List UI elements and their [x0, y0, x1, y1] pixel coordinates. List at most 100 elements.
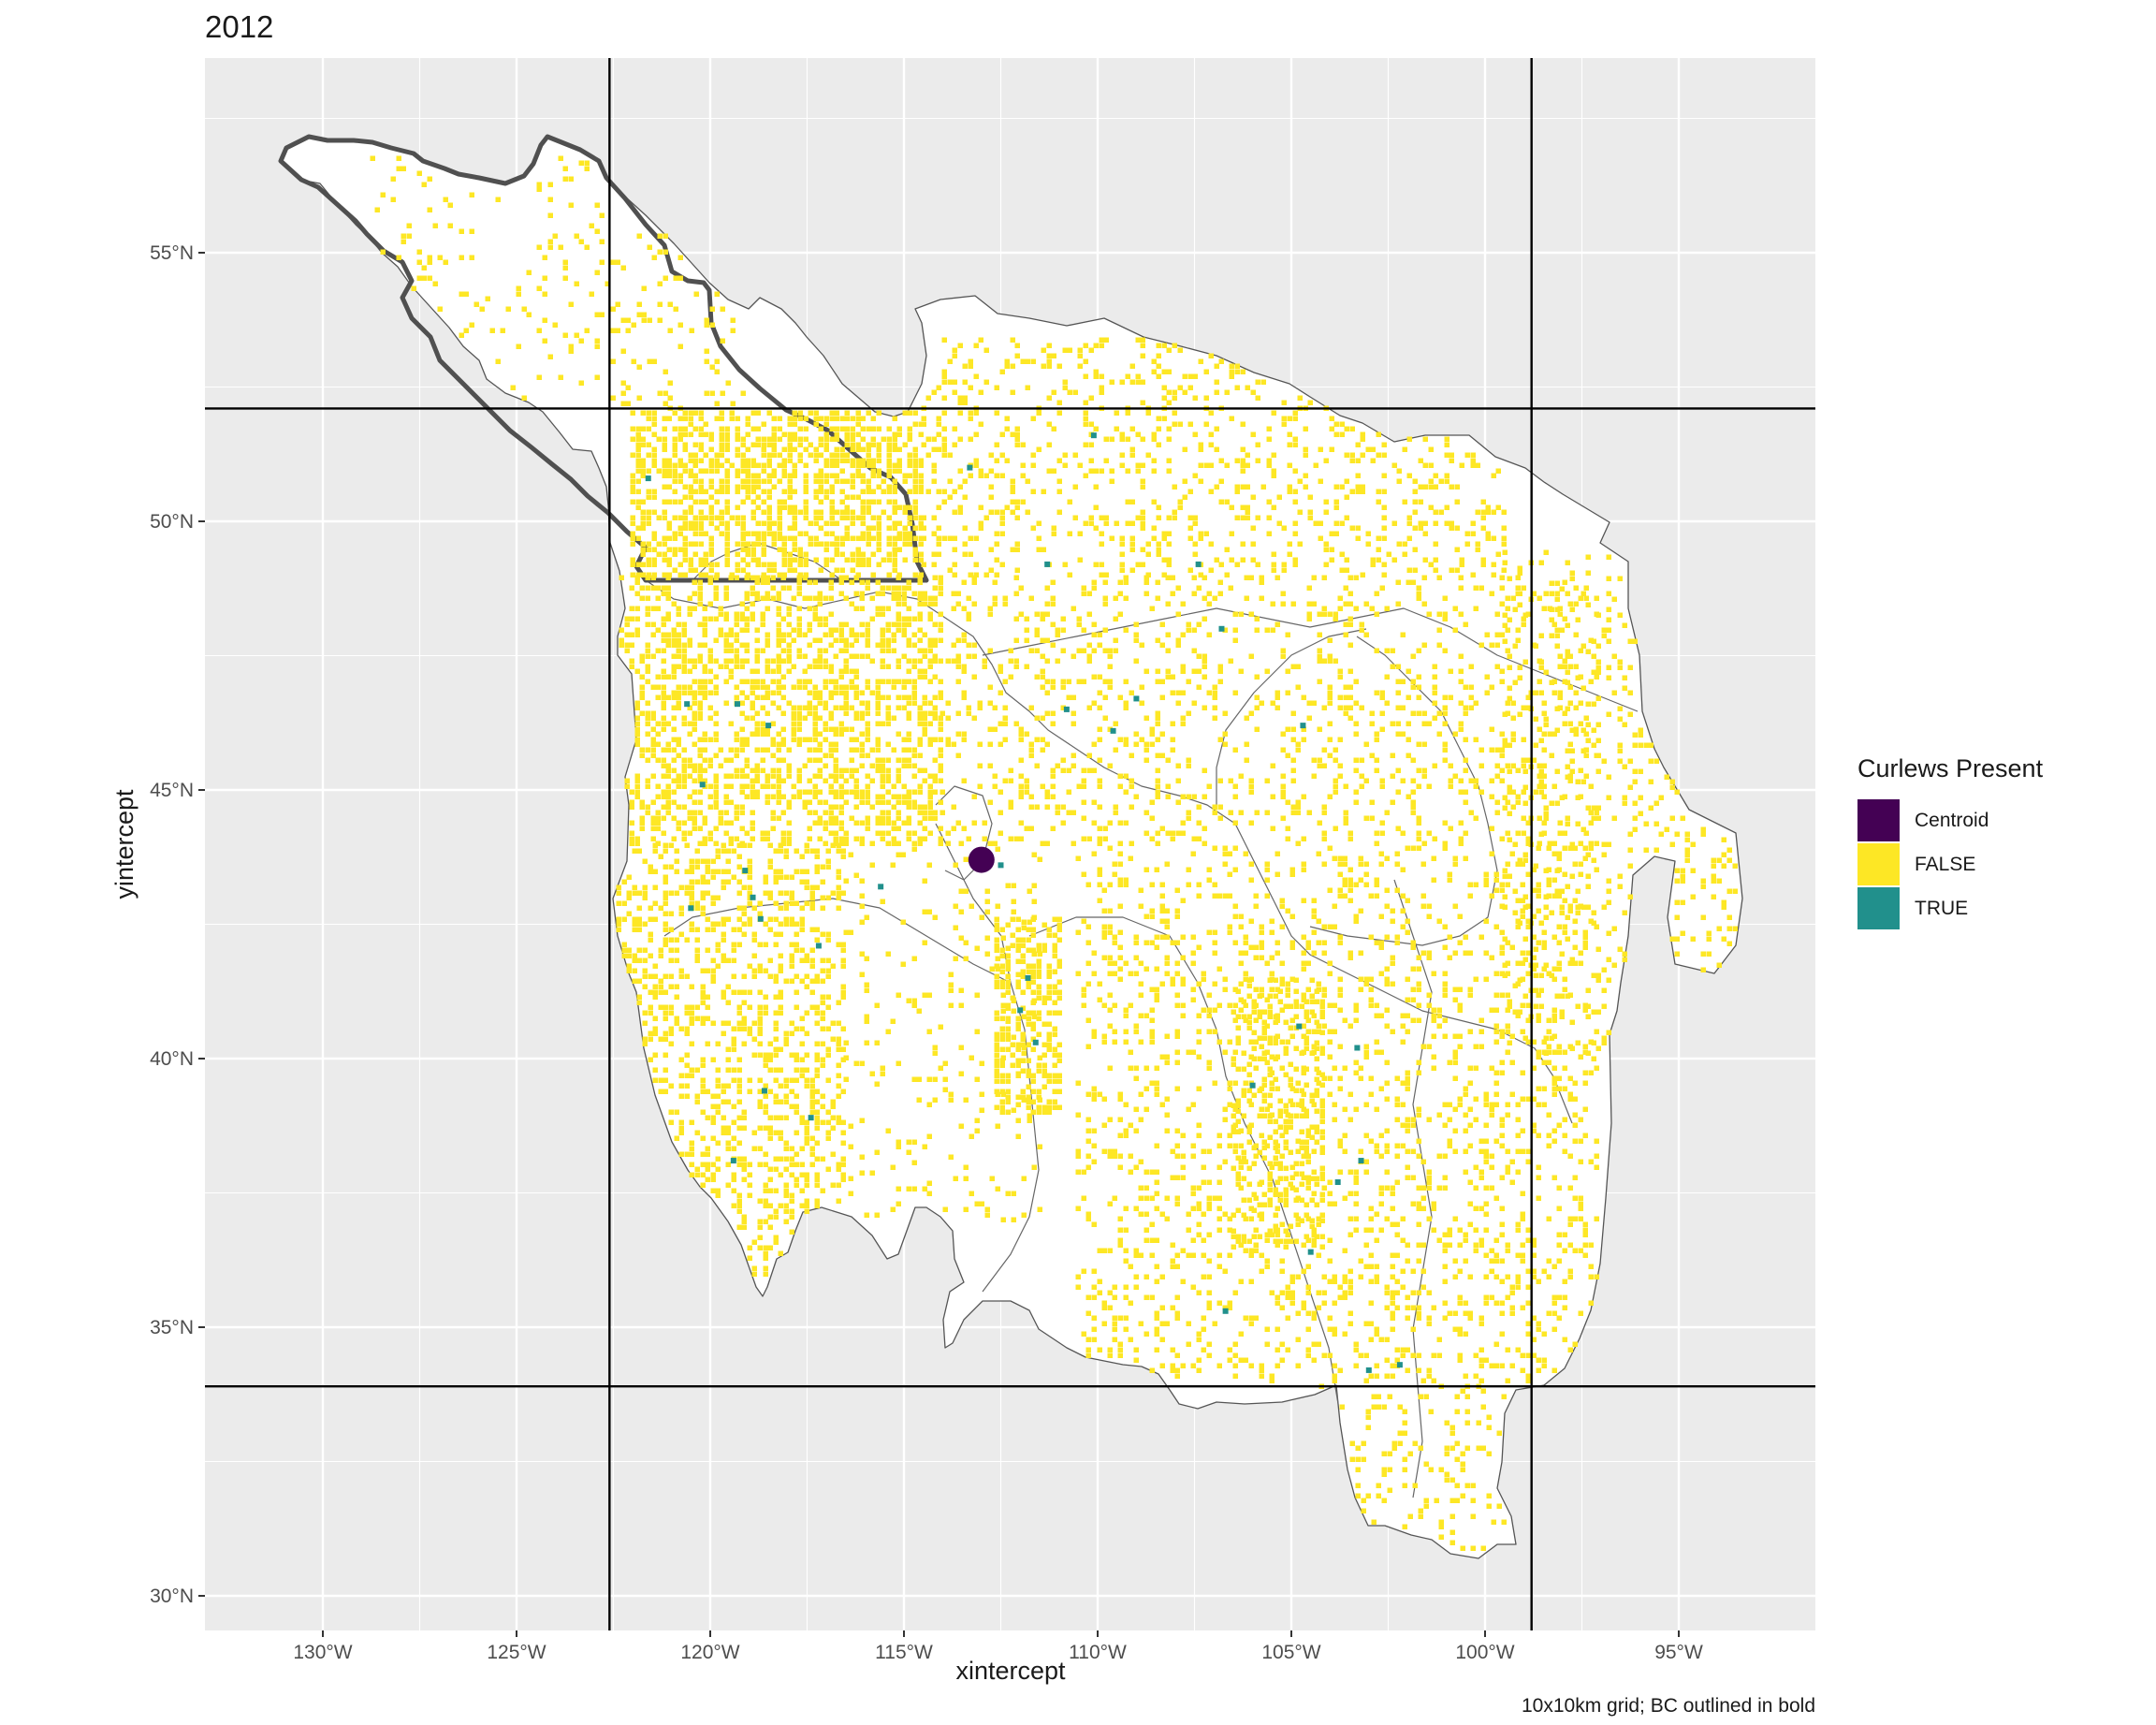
false-cell [646, 468, 651, 474]
false-cell [911, 773, 917, 779]
false-cell [932, 653, 938, 659]
false-cell [789, 890, 794, 896]
false-cell [828, 753, 834, 758]
false-cell [792, 489, 797, 494]
false-cell [1515, 575, 1521, 580]
false-cell [1250, 431, 1256, 437]
false-cell [1271, 551, 1276, 557]
false-cell [744, 794, 750, 799]
false-cell [1495, 551, 1501, 557]
false-cell [1083, 421, 1088, 427]
false-cell [632, 978, 637, 984]
false-cell [547, 212, 553, 218]
false-cell [918, 458, 924, 463]
false-cell [636, 921, 642, 927]
false-cell [968, 572, 973, 577]
false-cell [1374, 757, 1379, 763]
false-cell [736, 1125, 742, 1131]
false-cell [911, 591, 917, 596]
false-cell [792, 416, 797, 421]
false-cell [736, 1140, 742, 1146]
false-cell [668, 1109, 674, 1115]
false-cell [1180, 668, 1186, 674]
false-cell [760, 767, 765, 773]
false-cell [794, 1057, 799, 1062]
false-cell [735, 484, 740, 490]
false-cell [700, 984, 706, 989]
false-cell [692, 458, 698, 463]
false-cell [1376, 489, 1381, 494]
false-cell [875, 820, 881, 826]
false-cell [1071, 721, 1076, 726]
false-cell [657, 317, 663, 323]
false-cell [998, 664, 1003, 669]
false-cell [1521, 763, 1526, 768]
false-cell [1123, 595, 1129, 601]
false-cell [1046, 442, 1052, 447]
false-cell [870, 515, 876, 520]
false-cell [687, 595, 692, 601]
false-cell [931, 531, 937, 536]
false-cell [757, 1077, 763, 1083]
false-cell [1317, 726, 1322, 732]
false-cell [796, 715, 802, 721]
false-cell [757, 1016, 763, 1021]
false-cell [1473, 606, 1479, 611]
false-cell [880, 830, 885, 836]
false-cell [635, 489, 641, 494]
false-cell [1306, 601, 1312, 607]
false-cell [645, 621, 650, 627]
false-cell [1097, 804, 1102, 810]
false-cell [792, 557, 797, 563]
false-cell [678, 1093, 684, 1099]
false-cell [755, 478, 761, 484]
false-cell [704, 358, 709, 364]
false-cell [1531, 757, 1537, 763]
false-cell [802, 715, 808, 721]
false-cell [1228, 810, 1233, 815]
false-cell [1044, 585, 1050, 591]
false-cell [687, 763, 692, 768]
false-cell [610, 259, 616, 265]
false-cell [708, 567, 714, 573]
false-cell [1172, 389, 1177, 395]
false-cell [578, 239, 584, 244]
false-cell [1103, 515, 1109, 520]
false-cell [1119, 436, 1125, 442]
false-cell [521, 395, 527, 401]
false-cell [778, 1067, 783, 1073]
false-cell [1198, 462, 1203, 468]
false-cell [672, 426, 677, 431]
false-cell [666, 473, 672, 478]
false-cell [619, 575, 624, 580]
false-cell [896, 572, 902, 577]
false-cell [838, 690, 844, 695]
false-cell [661, 705, 666, 710]
false-cell [931, 462, 937, 468]
false-cell [677, 416, 683, 421]
false-cell [682, 572, 688, 577]
false-cell [725, 1182, 731, 1188]
false-cell [1327, 637, 1333, 643]
false-cell [850, 426, 855, 431]
false-cell [657, 390, 663, 396]
false-cell [1149, 726, 1155, 732]
false-cell [907, 436, 912, 442]
false-cell [1353, 757, 1359, 763]
false-cell [938, 679, 943, 684]
false-cell [650, 632, 656, 637]
false-cell [1578, 794, 1583, 799]
false-cell [677, 531, 683, 536]
false-cell [901, 783, 907, 789]
false-cell [918, 484, 924, 490]
false-cell [855, 446, 861, 452]
false-cell [1353, 799, 1359, 805]
false-cell [1140, 353, 1145, 358]
false-cell [917, 710, 923, 716]
false-cell [663, 874, 668, 880]
false-cell [812, 658, 818, 664]
false-cell [780, 830, 786, 836]
false-cell [1060, 627, 1066, 633]
false-cell [735, 446, 740, 452]
false-cell [735, 426, 740, 431]
